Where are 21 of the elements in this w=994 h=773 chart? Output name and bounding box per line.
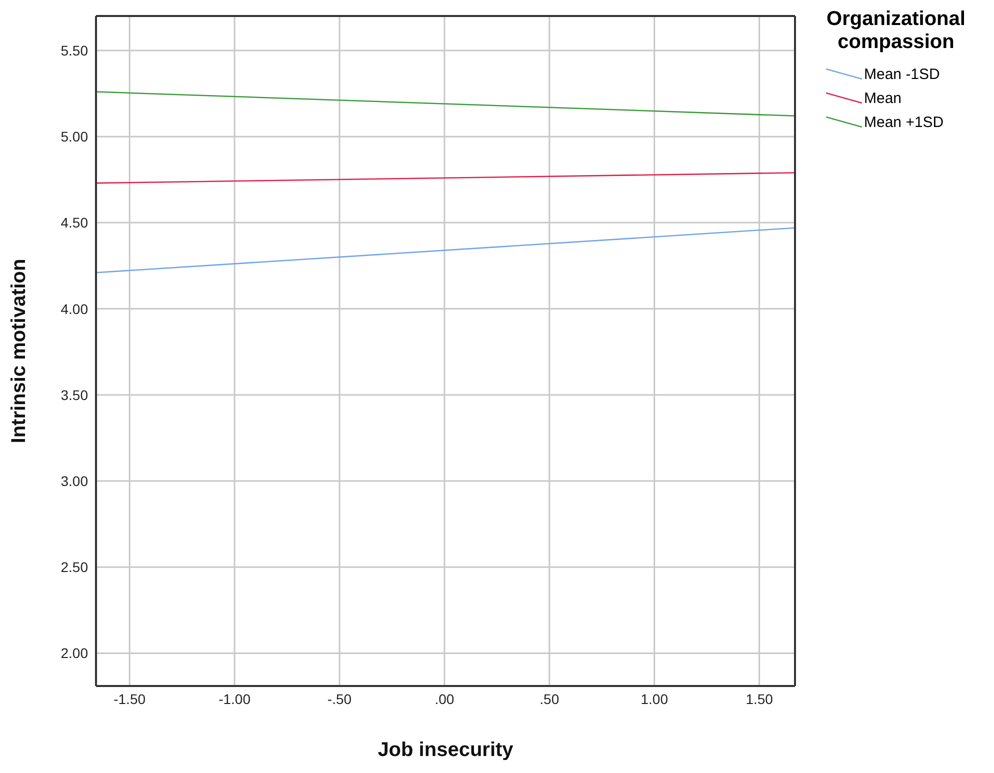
y-tick-label: 4.50 xyxy=(60,214,88,231)
y-tick-label: 2.50 xyxy=(60,559,88,576)
x-axis-title: Job insecurity xyxy=(378,739,514,761)
x-tick-label: 1.00 xyxy=(640,690,668,707)
legend-label: Mean xyxy=(864,90,902,106)
legend-label: Mean -1SD xyxy=(864,66,940,82)
x-tick-label: .50 xyxy=(540,690,560,707)
y-tick-label: 3.50 xyxy=(60,386,88,403)
x-tick-label: .00 xyxy=(434,690,454,707)
y-tick-label: 4.00 xyxy=(60,300,88,317)
y-axis-title: Intrinsic motivation xyxy=(8,258,30,444)
y-tick-label: 3.00 xyxy=(60,473,88,490)
x-tick-label: -.50 xyxy=(327,690,352,707)
x-tick-label: 1.50 xyxy=(746,690,774,707)
y-tick-label: 5.00 xyxy=(60,128,88,145)
x-tick-label: -1.50 xyxy=(114,690,146,707)
y-tick-label: 2.00 xyxy=(60,645,88,662)
legend-label: Mean +1SD xyxy=(864,114,944,130)
x-tick-label: -1.00 xyxy=(218,690,251,707)
y-tick-label: 5.50 xyxy=(60,42,88,58)
legend-title: Organizational compassion xyxy=(826,8,966,54)
